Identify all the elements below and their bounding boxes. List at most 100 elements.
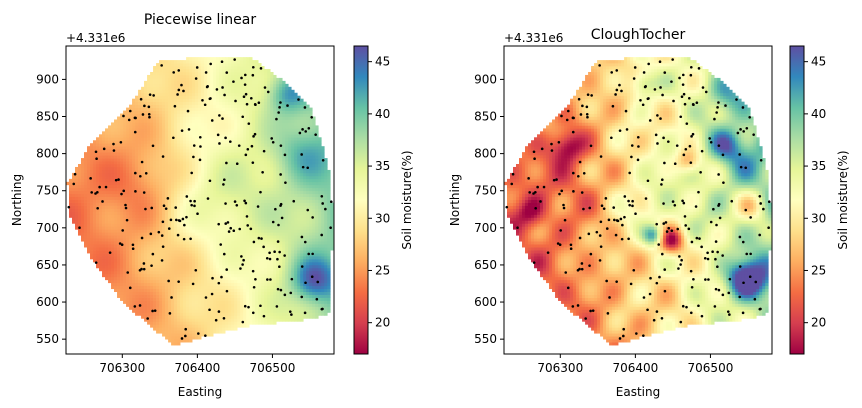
heat-cell — [159, 264, 163, 269]
heat-cell — [207, 66, 211, 70]
heat-cell — [189, 211, 193, 215]
heat-cell — [171, 282, 175, 287]
heat-cell — [204, 205, 208, 209]
heat-cell — [165, 261, 169, 266]
heat-cell — [186, 155, 190, 159]
heat-cell — [258, 175, 262, 180]
heat-cell — [132, 306, 136, 310]
heat-cell — [135, 238, 139, 242]
heat-cell — [126, 107, 130, 111]
heat-cell — [156, 71, 160, 76]
heat-cell — [132, 232, 136, 236]
heat-cell — [141, 187, 145, 192]
heat-cell — [126, 235, 130, 239]
heat-cell — [258, 128, 262, 132]
heat-cell — [222, 196, 226, 200]
heat-cell — [243, 122, 247, 126]
heat-cell — [129, 175, 133, 180]
heat-cell — [189, 69, 193, 73]
heat-cell — [168, 152, 172, 156]
heat-cell — [246, 131, 250, 135]
heat-cell — [198, 208, 202, 212]
heat-cell — [177, 104, 181, 108]
heat-cell — [258, 244, 262, 248]
heat-cell — [186, 285, 190, 290]
heat-cell — [180, 181, 184, 186]
heat-cell — [237, 125, 241, 129]
heat-cell — [135, 214, 139, 218]
heat-cell — [111, 196, 115, 200]
heat-cell — [210, 211, 214, 215]
heat-cell — [174, 152, 178, 156]
heat-cell — [117, 128, 121, 132]
heat-cell — [81, 205, 85, 209]
heat-cell — [186, 336, 190, 340]
heat-cell — [234, 95, 238, 100]
heat-cell — [147, 178, 151, 183]
heat-cell — [153, 146, 157, 150]
heat-cell — [228, 66, 232, 70]
heat-cell — [177, 312, 181, 316]
heat-cell — [216, 69, 220, 73]
heat-cell — [204, 279, 208, 284]
heat-cell — [147, 288, 151, 293]
heat-cell — [234, 259, 238, 263]
heat-cell — [219, 241, 223, 245]
heat-cell — [123, 285, 127, 290]
heat-cell — [126, 259, 130, 263]
heat-cell — [240, 181, 244, 186]
heat-cell — [93, 235, 97, 239]
heat-cell — [192, 122, 196, 126]
heat-cell — [240, 196, 244, 200]
heat-cell — [183, 113, 187, 117]
heat-cell — [81, 229, 85, 233]
heat-cell — [153, 232, 157, 236]
heat-cell — [153, 128, 157, 132]
heat-cell — [120, 241, 124, 245]
heat-cell — [204, 104, 208, 108]
heat-cell — [90, 208, 94, 212]
heat-cell — [132, 309, 136, 313]
heat-cell — [147, 122, 151, 126]
heat-cell — [135, 193, 139, 198]
heat-cell — [132, 113, 136, 117]
heat-cell — [114, 172, 118, 177]
heat-cell — [180, 208, 184, 212]
heat-cell — [168, 267, 172, 272]
heat-cell — [186, 214, 190, 218]
heat-cell — [144, 143, 148, 147]
heat-cell — [132, 98, 136, 103]
heat-cell — [261, 190, 265, 195]
heat-cell — [219, 77, 223, 82]
heat-cell — [189, 229, 193, 233]
heat-cell — [156, 158, 160, 162]
heat-cell — [219, 131, 223, 135]
heat-cell — [189, 333, 193, 337]
heat-cell — [204, 229, 208, 233]
heat-cell — [231, 294, 235, 298]
heat-cell — [237, 128, 241, 132]
heat-cell — [174, 241, 178, 245]
heat-cell — [198, 164, 202, 168]
heat-cell — [234, 89, 238, 94]
heat-cell — [240, 294, 244, 298]
heat-cell — [180, 306, 184, 310]
heat-cell — [141, 309, 145, 313]
heat-cell — [198, 190, 202, 195]
heat-cell — [225, 208, 229, 212]
heat-cell — [138, 259, 142, 263]
heat-cell — [186, 264, 190, 269]
heat-cell — [135, 187, 139, 192]
heat-cell — [243, 253, 247, 257]
heat-cell — [153, 259, 157, 263]
heat-cell — [117, 166, 121, 171]
heat-cell — [132, 288, 136, 293]
heat-cell — [156, 143, 160, 147]
heat-cell — [240, 172, 244, 177]
heat-cell — [204, 86, 208, 91]
heat-cell — [210, 267, 214, 272]
heat-cell — [219, 318, 223, 322]
heat-cell — [171, 137, 175, 141]
heat-cell — [183, 178, 187, 183]
